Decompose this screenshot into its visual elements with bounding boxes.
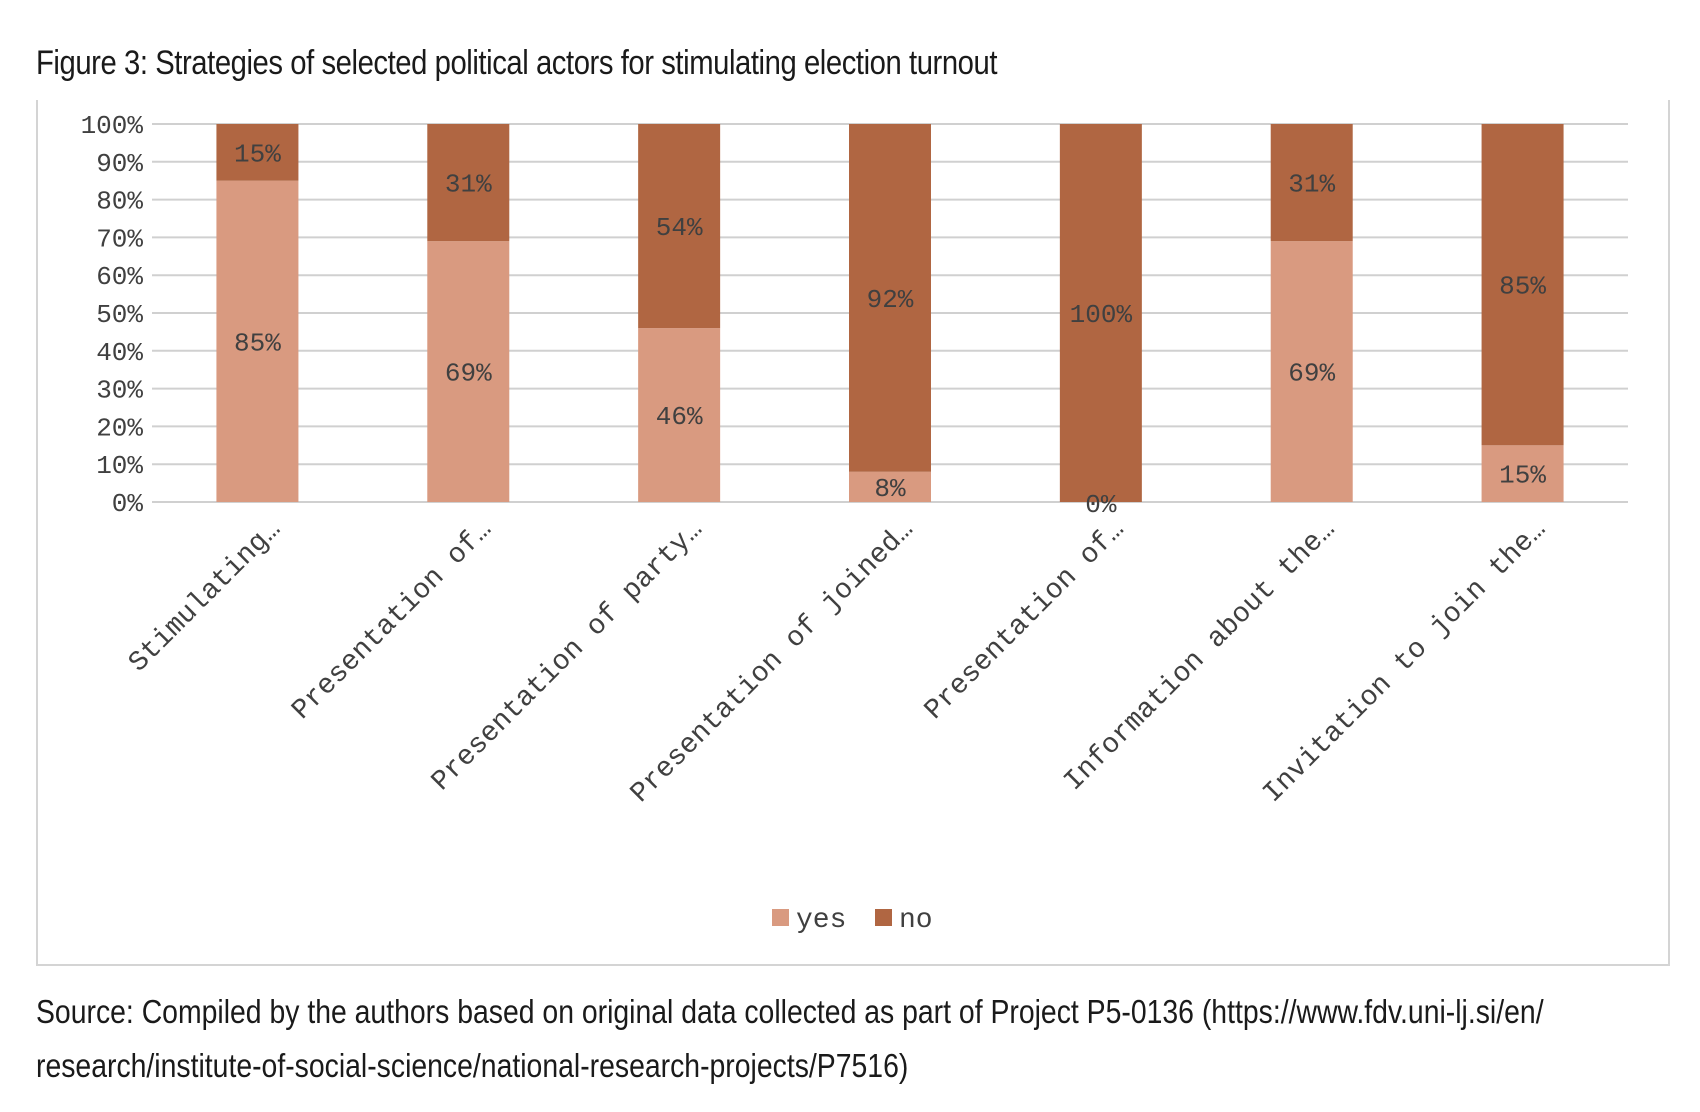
x-axis-ticks: Stimulating…Presentation of…Presentation…	[123, 514, 1553, 809]
bar-no	[638, 124, 721, 329]
data-label-yes: 8%	[874, 474, 906, 504]
legend-label-yes: yes	[796, 905, 846, 936]
y-tick-label: 40%	[96, 338, 143, 368]
data-label-yes: 69%	[1288, 359, 1335, 389]
bar-no	[1059, 124, 1142, 502]
y-tick-label: 30%	[96, 376, 143, 406]
bar-no	[216, 124, 299, 181]
bar-no	[1270, 124, 1353, 242]
y-tick-label: 50%	[96, 300, 143, 330]
data-label-no: 31%	[1288, 170, 1335, 200]
y-tick-label: 90%	[96, 149, 143, 179]
bar-no	[849, 124, 931, 472]
bar-yes	[216, 180, 299, 502]
data-label-yes: 46%	[656, 402, 703, 432]
data-label-no: 85%	[1499, 272, 1546, 302]
y-tick-label: 80%	[96, 187, 143, 217]
bars	[216, 124, 1564, 502]
legend-label-no: no	[899, 905, 933, 936]
data-label-no: 100%	[1070, 300, 1133, 330]
bar-yes	[638, 328, 721, 502]
x-tick-label: Presentation of…	[287, 514, 499, 726]
bar-yes	[1270, 241, 1353, 502]
bar-no	[1481, 124, 1564, 446]
bar-yes	[427, 241, 510, 502]
y-tick-label: 100%	[81, 111, 144, 141]
y-tick-label: 10%	[96, 451, 143, 481]
data-label-no: 92%	[867, 285, 914, 315]
y-tick-label: 20%	[96, 413, 143, 443]
data-labels: 85% 15% 69% 31% 46% 54% 8% 92% 0% 100% 69% 31% 15% 85…	[234, 139, 1546, 520]
data-label-yes: 69%	[445, 359, 492, 389]
data-label-no: 54%	[656, 213, 703, 243]
data-label-yes: 15%	[1499, 461, 1546, 491]
source-line-1: Source: Compiled by the authors based on…	[36, 993, 1544, 1030]
y-tick-label: 60%	[96, 262, 143, 292]
data-label-yes: 85%	[234, 328, 281, 358]
legend-swatch-yes	[772, 909, 789, 926]
x-tick-label: Presentation of…	[919, 514, 1131, 726]
figure-title: Figure 3: Strategies of selected politic…	[36, 44, 998, 82]
x-tick-label: Stimulating…	[123, 514, 288, 679]
y-tick-label: 0%	[112, 489, 144, 519]
data-label-no: 31%	[445, 170, 492, 200]
y-axis-ticks: 0% 10% 20% 30% 40% 50% 60% 70% 80% 90% 100%	[81, 111, 144, 519]
legend-swatch-no	[875, 909, 892, 926]
y-tick-label: 70%	[96, 224, 143, 254]
legend: yes no	[772, 905, 933, 936]
bar-yes	[849, 471, 931, 502]
source-note: Source: Compiled by the authors based on…	[36, 985, 1670, 1093]
source-line-2: research/institute-of-social-science/nat…	[36, 1047, 909, 1084]
chart-frame	[36, 100, 1670, 966]
bar-yes	[1481, 445, 1564, 502]
data-label-no: 15%	[234, 139, 281, 169]
bar-no	[427, 124, 510, 242]
data-label-yes: 0%	[1085, 490, 1117, 520]
